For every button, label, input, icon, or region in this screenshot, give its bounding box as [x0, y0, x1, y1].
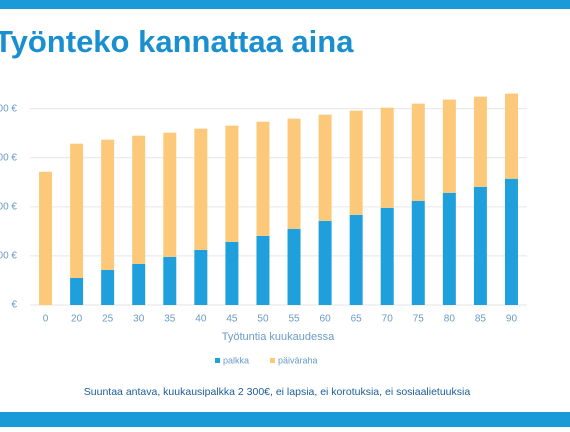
legend-swatch — [215, 358, 220, 363]
x-tick-label: 50 — [257, 314, 269, 325]
bar-segment — [473, 96, 487, 187]
bar-segment — [194, 128, 208, 250]
footnote: Suuntaa antava, kuukausipalkka 2 300€, e… — [84, 386, 471, 398]
bar-segment — [411, 200, 425, 305]
x-tick-label: 65 — [351, 314, 363, 325]
bar-segment — [163, 256, 177, 305]
x-tick-label: 80 — [444, 314, 456, 325]
x-tick-label: 55 — [288, 314, 300, 325]
x-tick-label: 70 — [382, 314, 394, 325]
x-tick-label: 30 — [133, 314, 145, 325]
x-tick-label: 85 — [475, 314, 487, 325]
x-tick-label: 35 — [164, 314, 176, 325]
y-tick-label: 00 € — [0, 103, 17, 114]
bar-segment — [287, 118, 301, 229]
bar-segment — [349, 214, 363, 305]
bar-segment — [411, 103, 425, 201]
bar-segment — [225, 125, 239, 242]
bar-segment — [194, 249, 208, 305]
x-tick-label: 90 — [506, 314, 518, 325]
y-tick-label: € — [11, 300, 17, 311]
bar-segment — [39, 171, 53, 305]
bar-segment — [349, 110, 363, 215]
chart-title: Työnteko kannattaa aina — [0, 24, 354, 59]
top-band — [0, 0, 570, 9]
x-tick-label: 0 — [43, 314, 49, 325]
bar-segment — [318, 220, 332, 305]
legend-label: palkka — [223, 355, 249, 365]
bar-segment — [442, 99, 456, 193]
legend-label: päiväraha — [278, 355, 318, 365]
bar-segment — [504, 178, 518, 305]
bar-segment — [163, 132, 177, 257]
bar-segment — [504, 93, 518, 179]
y-tick-label: 00 € — [0, 251, 17, 262]
bar-segment — [380, 107, 394, 208]
bar-segment — [70, 143, 84, 278]
x-tick-label: 20 — [71, 314, 83, 325]
y-tick-label: 00 € — [0, 152, 17, 163]
bar-segment — [132, 135, 146, 264]
bar-segment — [318, 114, 332, 221]
x-tick-label: 60 — [320, 314, 332, 325]
bar-segment — [101, 139, 115, 270]
bar-segment — [256, 121, 270, 236]
bar-segment — [380, 207, 394, 305]
bottom-band — [0, 412, 570, 427]
bar-segment — [442, 192, 456, 305]
x-axis-title: Työtuntia kuukaudessa — [222, 331, 335, 343]
bar-segment — [473, 186, 487, 305]
bar-segment — [287, 228, 301, 305]
bar-segment — [70, 277, 84, 305]
bar-segment — [225, 241, 239, 305]
x-tick-label: 25 — [102, 314, 114, 325]
bar-segment — [256, 235, 270, 305]
x-tick-label: 45 — [226, 314, 238, 325]
bar-segment — [101, 269, 115, 305]
y-tick-label: 00 € — [0, 201, 17, 212]
legend-swatch — [270, 358, 275, 363]
x-tick-label: 40 — [195, 314, 207, 325]
bar-segment — [132, 263, 146, 305]
x-tick-label: 75 — [413, 314, 425, 325]
